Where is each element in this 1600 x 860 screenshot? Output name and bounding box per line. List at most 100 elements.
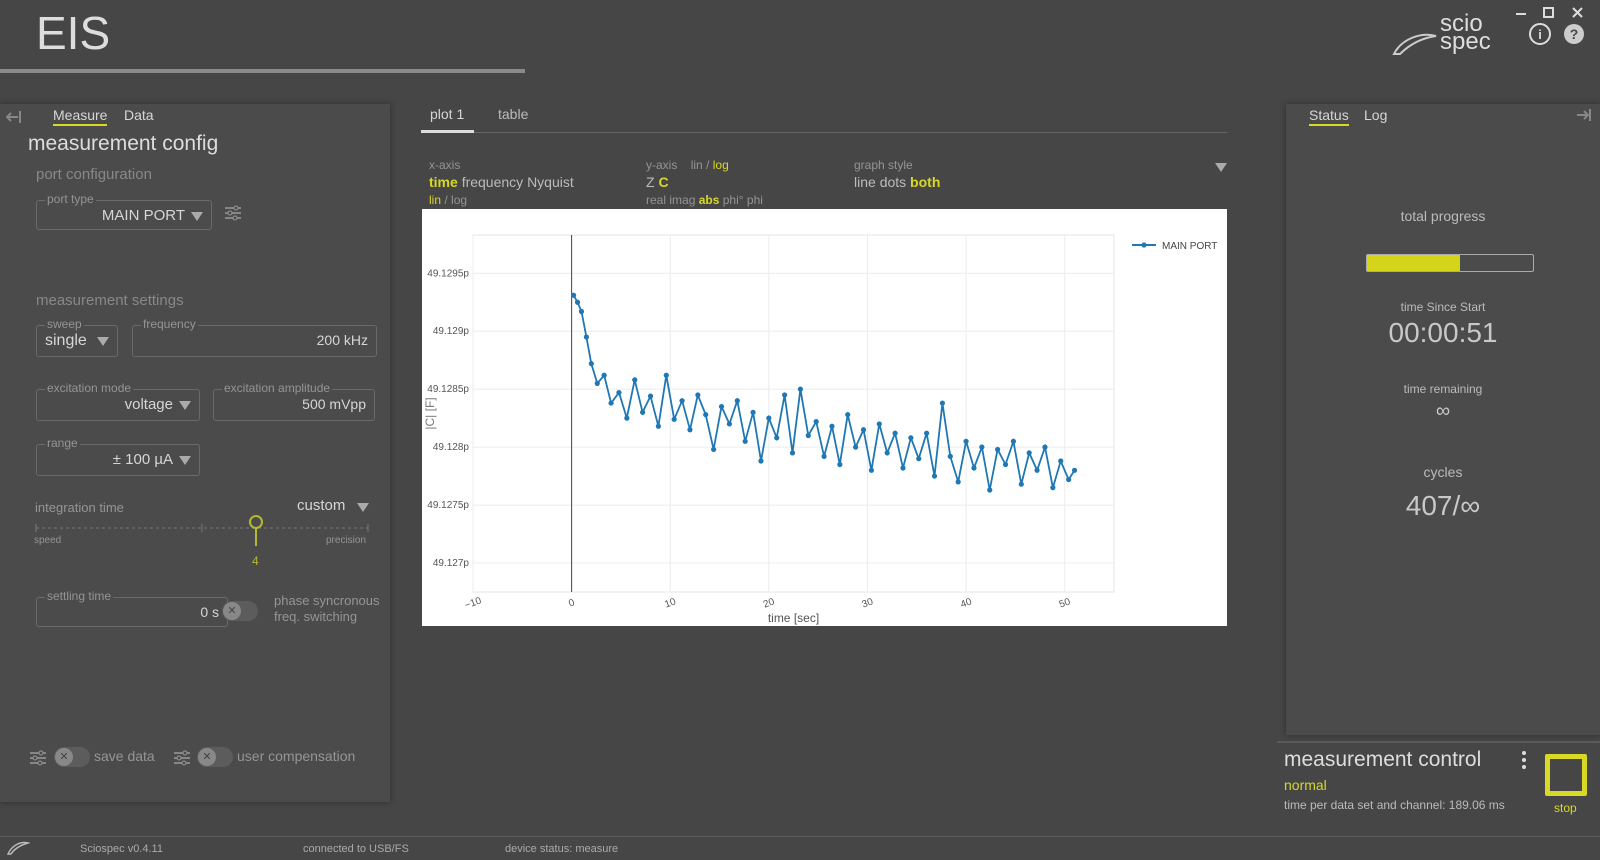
data-point (608, 400, 614, 406)
section-title: measurement settings (36, 292, 184, 309)
data-point (1042, 444, 1048, 450)
option[interactable]: log (451, 193, 468, 207)
data-point (616, 390, 622, 396)
data-point (1058, 458, 1064, 464)
data-point (574, 299, 581, 305)
tab[interactable]: Log (1364, 107, 1388, 123)
dropdown-arrow[interactable] (357, 503, 369, 512)
data-point (570, 292, 577, 298)
option-row: Z C (646, 174, 669, 190)
option[interactable]: abs (698, 193, 720, 207)
data-point (884, 450, 890, 456)
expand-icon[interactable] (1576, 108, 1592, 122)
option[interactable]: Nyquist (527, 174, 574, 190)
y-tick-label: 49.1285p (427, 384, 469, 395)
data-point (1071, 467, 1078, 473)
phase-toggle[interactable] (222, 601, 258, 621)
control-title: measurement control (1284, 748, 1482, 771)
progress-label: total progress (1400, 208, 1486, 224)
stop-button[interactable] (1545, 754, 1587, 796)
data-point (789, 450, 796, 456)
collapse-icon[interactable] (6, 110, 22, 124)
tab[interactable]: Status (1309, 107, 1349, 126)
option[interactable]: lin (690, 158, 703, 172)
option[interactable]: C (658, 174, 669, 190)
excitation-mode-select[interactable]: excitation mode voltage (36, 381, 200, 421)
field-label: integration time (35, 500, 124, 515)
stat-label: cycles (1423, 464, 1463, 480)
data-point (900, 465, 906, 471)
footer-text: Sciospec v0.4.11 (80, 843, 163, 855)
option[interactable]: phi° (722, 193, 744, 207)
data-point (916, 456, 922, 462)
data-point (750, 409, 756, 415)
sweep-select[interactable]: sweep single (36, 317, 118, 357)
option[interactable]: imag (669, 193, 696, 207)
compensation-toggle[interactable] (197, 747, 233, 767)
option[interactable]: both (910, 174, 941, 190)
title-underline (0, 69, 525, 73)
option[interactable]: real (646, 193, 667, 207)
excitation-amplitude-input[interactable]: excitation amplitude 500 mVpp (213, 381, 375, 421)
panel-title: measurement config (28, 132, 219, 155)
data-point (931, 473, 938, 479)
data-point (987, 487, 993, 493)
tab[interactable]: plot 1 (430, 106, 465, 122)
control-mode[interactable]: normal (1284, 777, 1327, 793)
field-value: 0 s (200, 604, 219, 620)
data-point (821, 453, 827, 459)
option[interactable]: frequency (461, 174, 524, 190)
options-toggle[interactable] (1215, 163, 1227, 172)
data-point (742, 438, 748, 444)
tab[interactable]: Measure (53, 107, 108, 126)
tab[interactable]: table (498, 106, 529, 122)
range-select[interactable]: range ± 100 µA (36, 436, 200, 476)
mode-select[interactable]: custom (297, 497, 346, 514)
frequency-input[interactable]: frequency 200 kHz (132, 317, 377, 357)
field-value: 500 mVpp (302, 396, 366, 412)
data-point (939, 400, 946, 406)
option[interactable]: lin (429, 193, 442, 207)
field-label: settling time (45, 589, 114, 603)
port-type-select[interactable]: port type MAIN PORT (36, 192, 212, 230)
option-row: y-axis lin / log (646, 158, 729, 172)
field-label: excitation amplitude (222, 381, 333, 395)
settings-icon[interactable] (224, 204, 242, 222)
field-value: single (45, 332, 87, 349)
stop-label[interactable]: stop (1554, 801, 1577, 815)
data-point (845, 412, 851, 418)
data-point (647, 393, 654, 399)
option[interactable]: line (854, 174, 876, 190)
field-label: range (45, 436, 80, 450)
option-row: real imag abs phi° phi (646, 193, 763, 207)
menu-icon[interactable] (1520, 750, 1528, 770)
window-controls[interactable]: i ? (1510, 4, 1600, 46)
y-tick-label: 49.128p (433, 442, 470, 453)
y-tick-label: 49.129p (433, 326, 470, 337)
tab[interactable]: Data (124, 107, 154, 123)
option[interactable]: time (429, 174, 458, 190)
field-value: 200 kHz (316, 332, 368, 348)
data-point (908, 435, 914, 441)
option[interactable]: log (712, 158, 729, 172)
data-point (947, 453, 953, 459)
data-point (640, 409, 646, 415)
settling-time-input[interactable]: settling time 0 s (36, 589, 228, 627)
data-point (703, 412, 709, 418)
integration-slider[interactable] (34, 514, 374, 548)
data-point (868, 467, 875, 473)
settings-icon[interactable] (173, 749, 191, 767)
save-data-toggle[interactable] (54, 747, 90, 767)
data-point (588, 361, 594, 367)
data-point (853, 444, 859, 450)
footer-text: device status: measure (505, 843, 619, 855)
data-point (797, 386, 804, 392)
footer-divider (0, 836, 1600, 837)
toggle-label: user compensation (237, 748, 356, 764)
stat-value: 407/∞ (1405, 490, 1481, 521)
option[interactable]: dots (879, 174, 907, 190)
settings-icon[interactable] (29, 749, 47, 767)
option[interactable]: phi (746, 193, 763, 207)
option[interactable]: Z (646, 174, 655, 190)
data-point (892, 430, 898, 436)
